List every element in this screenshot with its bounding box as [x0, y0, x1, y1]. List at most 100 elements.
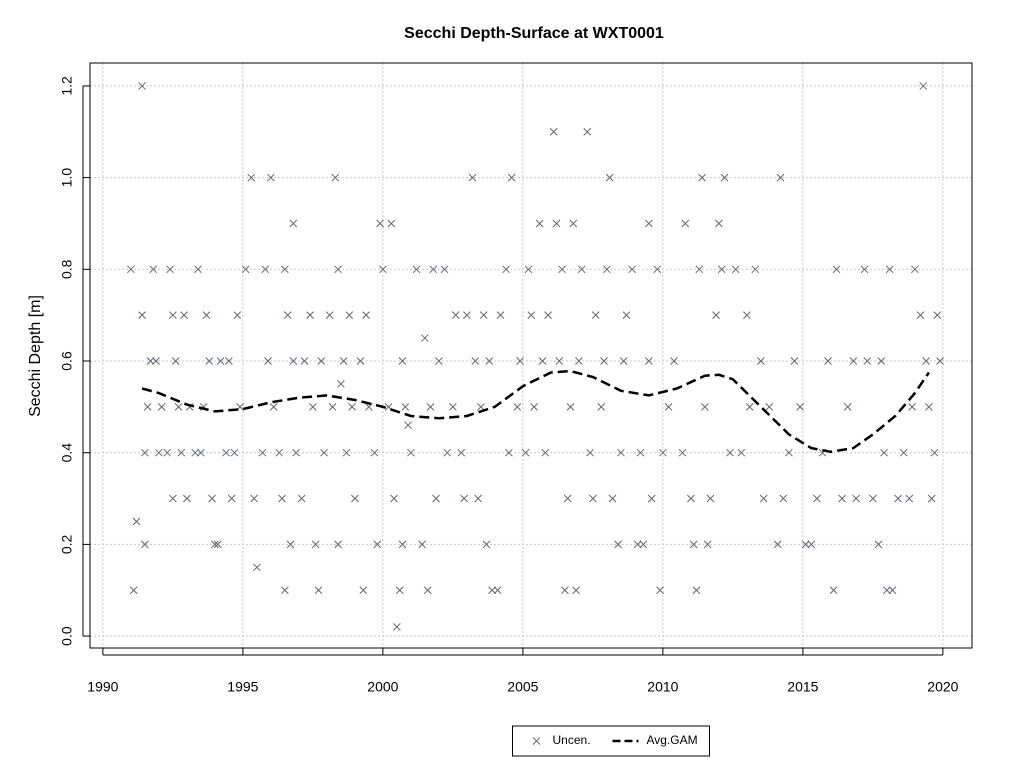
point: [292, 448, 300, 457]
marker-stroke: [776, 173, 785, 182]
point: [664, 402, 673, 411]
point: [751, 265, 760, 274]
point: [922, 357, 930, 365]
marker-stroke: [412, 265, 421, 274]
point: [773, 540, 782, 549]
point: [622, 311, 631, 320]
point: [141, 540, 149, 549]
marker-stroke: [505, 448, 513, 457]
point: [726, 448, 734, 457]
point: [645, 219, 653, 228]
point: [337, 380, 345, 388]
marker-stroke: [695, 265, 704, 274]
marker-stroke: [656, 586, 664, 595]
marker-stroke: [152, 357, 160, 365]
marker-stroke: [591, 311, 600, 320]
point: [911, 265, 919, 274]
point: [477, 402, 485, 411]
point: [614, 540, 622, 549]
point: [197, 448, 205, 457]
point: [211, 540, 219, 549]
point: [549, 127, 558, 136]
point: [440, 265, 449, 274]
point: [776, 173, 785, 182]
marker-stroke: [493, 586, 502, 595]
marker-stroke: [936, 357, 944, 365]
marker-stroke: [143, 402, 152, 411]
marker-stroke: [832, 265, 841, 274]
point: [351, 494, 359, 503]
marker-stroke: [563, 494, 572, 503]
marker-stroke: [790, 357, 799, 365]
point: [463, 311, 471, 320]
marker-stroke: [208, 494, 216, 503]
point: [328, 402, 337, 411]
point: [247, 173, 256, 182]
point: [132, 517, 141, 526]
y-tick-label: 0.6: [59, 351, 75, 371]
legend-label: Avg.GAM: [647, 733, 698, 747]
marker-stroke: [421, 334, 429, 342]
point: [205, 357, 214, 365]
point: [393, 623, 401, 631]
marker-stroke: [485, 357, 494, 365]
point: [479, 311, 488, 320]
marker-stroke: [387, 219, 396, 228]
marker-stroke: [261, 265, 270, 274]
point: [163, 448, 172, 457]
marker-stroke: [538, 357, 547, 365]
marker-stroke: [687, 494, 695, 503]
marker-stroke: [264, 357, 272, 365]
point: [334, 540, 342, 549]
marker-stroke: [659, 448, 667, 457]
marker-stroke: [860, 265, 869, 274]
marker-stroke: [715, 219, 723, 228]
point: [608, 494, 617, 503]
marker-stroke: [544, 311, 552, 320]
point: [177, 448, 186, 457]
point: [213, 540, 222, 549]
marker-stroke: [177, 448, 186, 457]
point: [689, 540, 698, 549]
marker-stroke: [555, 357, 564, 365]
marker-stroke: [603, 265, 611, 274]
marker-stroke: [423, 586, 432, 595]
marker-stroke: [216, 357, 225, 365]
point: [583, 127, 592, 136]
marker-stroke: [407, 448, 415, 457]
point: [138, 82, 146, 90]
point: [157, 402, 166, 411]
point: [527, 311, 536, 320]
point: [692, 586, 701, 595]
marker-stroke: [356, 357, 365, 365]
marker-stroke: [297, 494, 306, 503]
marker-stroke: [824, 357, 832, 365]
marker-stroke: [395, 586, 404, 595]
point: [566, 402, 575, 411]
point: [838, 494, 846, 503]
point: [712, 311, 720, 320]
point: [264, 357, 272, 365]
point: [250, 494, 258, 503]
marker-stroke: [894, 494, 902, 503]
y-tick-label: 1.2: [59, 76, 75, 96]
marker-stroke: [706, 494, 715, 503]
point: [362, 311, 370, 320]
marker-stroke: [365, 402, 373, 411]
point: [359, 586, 368, 595]
point: [225, 357, 233, 365]
point: [309, 402, 317, 411]
y-tick-label: 0.8: [59, 259, 75, 279]
marker-stroke: [745, 402, 754, 411]
point: [230, 448, 239, 457]
marker-stroke: [404, 421, 412, 430]
marker-stroke: [583, 127, 592, 136]
point: [659, 448, 667, 457]
point: [745, 402, 754, 411]
marker-stroke: [689, 540, 698, 549]
y-tick-label: 1.0: [59, 168, 75, 188]
point: [401, 402, 410, 411]
marker-stroke: [737, 448, 746, 457]
marker-stroke: [905, 494, 914, 503]
marker-stroke: [149, 265, 158, 274]
